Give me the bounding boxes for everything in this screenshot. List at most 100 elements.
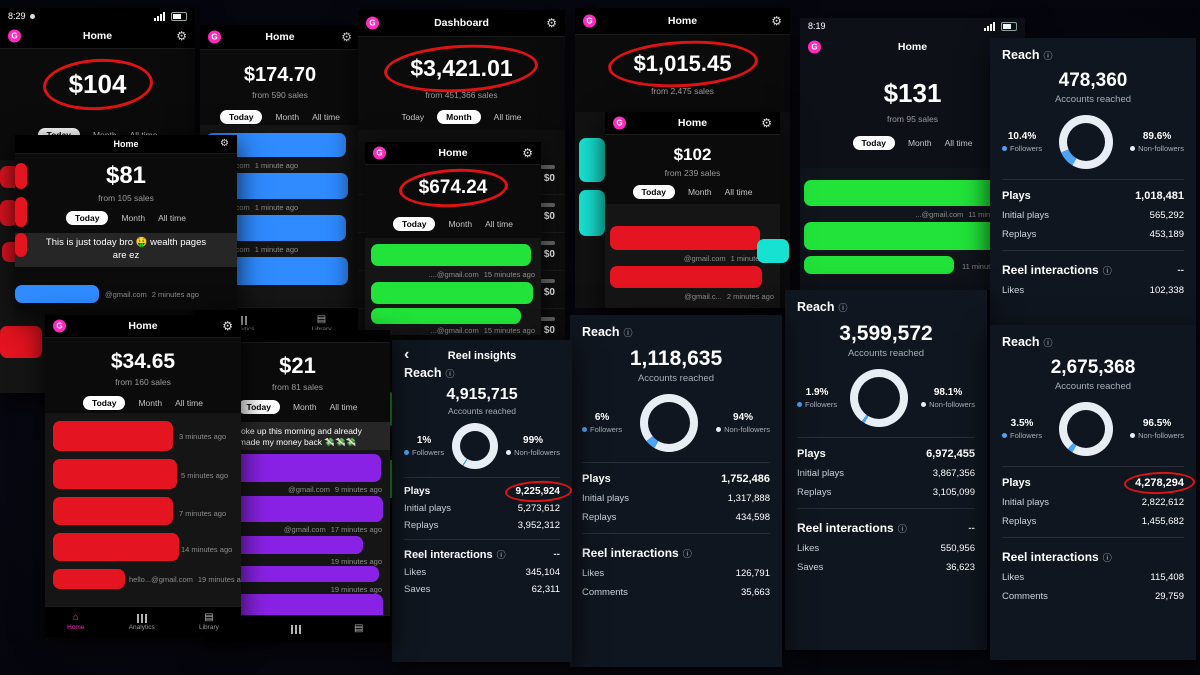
back-arrow-icon[interactable]: ‹ [404,346,410,363]
revenue-amount: $34.65 [110,350,176,373]
tab-today[interactable]: Today [220,110,263,124]
stat-row: Initial plays 5,273,612 [404,503,560,514]
gumroad-logo-icon: G [366,16,379,30]
gumroad-logo-icon: G [8,29,21,43]
redacted-sale [53,459,177,489]
redacted-product-name [529,279,555,283]
info-icon[interactable]: ⓘ [445,368,455,379]
sales-count: from 451,366 sales [425,90,498,100]
stat-row: Replays 453,189 [1002,229,1184,240]
tab-month[interactable]: Month [907,138,932,148]
reach-section-title: Reach ⓘ [404,366,455,380]
info-icon[interactable]: ⓘ [838,302,848,313]
tab-alltime[interactable]: All time [312,112,340,122]
settings-gear-icon[interactable]: ⚙ [341,30,352,44]
tab-month[interactable]: Month [121,213,146,223]
nav-home[interactable]: ⌂ Home [67,612,85,632]
settings-gear-icon[interactable]: ⚙ [546,16,557,30]
info-icon[interactable]: ⓘ [1102,265,1112,276]
nav-library[interactable]: ▤Library [312,315,332,334]
settings-gear-icon[interactable]: ⚙ [222,319,233,333]
sales-feed: ....@gmail.com 15 minutes ago ...@gmail.c… [365,238,541,335]
settings-gear-icon[interactable]: ⚙ [176,29,187,43]
status-bar: 8:29 [0,8,195,24]
sale-time: 7 minutes ago [179,509,227,518]
nav-library[interactable]: ▤Library [198,612,219,632]
sale-meta: ....@gmail.com 15 minutes ago [428,270,535,279]
divider [404,477,560,478]
app-header: G Home ⚙ [365,142,541,165]
signal-icon [154,11,165,21]
time-filter-tabs: Today Month All time [15,211,237,225]
app-header: G Home ⚙ [575,8,790,35]
non-followers-dot-icon [716,427,722,432]
settings-gear-icon[interactable]: ⚙ [761,116,772,130]
tab-month[interactable]: Month [138,398,163,408]
tab-today[interactable]: Today [66,211,109,225]
tab-alltime[interactable]: All time [485,219,513,229]
redacted-sale [213,496,383,522]
sales-feed: @gmail.com 1 minute ago @gmail.c... 2 minu… [605,204,780,308]
app-header [205,330,390,343]
settings-gear-icon[interactable]: ⚙ [522,146,533,160]
settings-gear-icon[interactable]: ⚙ [220,138,229,149]
tab-alltime[interactable]: All time [175,398,203,408]
tab-today[interactable]: Today [632,185,675,199]
accounts-reached-value: 3,599,572 [839,322,933,345]
analytics-icon [236,315,247,325]
tab-month[interactable]: Month [437,110,481,124]
non-followers-dot-icon [506,450,512,455]
tab-month[interactable]: Month [292,402,317,412]
info-icon[interactable]: ⓘ [623,327,633,338]
info-icon[interactable]: ⓘ [1102,552,1112,563]
redacted-sale [15,197,27,227]
stat-row: Likes 126,791 [582,568,770,579]
followers-dot-icon [582,427,587,432]
info-icon[interactable]: ⓘ [897,523,907,534]
tab-month[interactable]: Month [687,187,712,197]
tab-month[interactable]: Month [448,219,473,229]
info-icon[interactable]: ⓘ [496,550,506,560]
sale-time: 14 minutes ago [181,545,233,554]
stat-row: Saves 36,623 [797,562,975,573]
tab-alltime[interactable]: All time [724,187,753,197]
reach-donut-chart [640,394,699,452]
nav-analytics[interactable] [290,624,301,634]
home-icon: ⌂ [72,612,79,623]
tab-today[interactable]: Today [83,396,126,410]
tab-alltime[interactable]: All time [158,213,186,223]
info-icon[interactable]: ⓘ [1043,50,1053,61]
redacted-sale [15,163,27,189]
gumroad-logo-icon: G [583,14,596,28]
tab-alltime[interactable]: All time [944,138,973,148]
non-followers-pct: 94% [733,412,754,423]
stat-row: Plays 1,018,481 [1002,190,1184,202]
info-icon[interactable]: ⓘ [682,548,692,559]
revenue-amount: $104 [0,56,195,113]
tab-today[interactable]: Today [401,112,425,122]
tab-today[interactable]: Today [393,217,436,231]
tab-alltime[interactable]: All time [329,402,358,412]
redacted-sale [53,569,125,589]
tab-alltime[interactable]: All time [493,112,522,122]
nav-library[interactable]: ▤ [354,624,363,634]
redacted-sale [371,244,531,266]
page-title: Home [667,15,698,27]
status-time: 8:19 [808,21,826,31]
reel-insights-header: ‹ Reel insights [404,346,517,363]
settings-gear-icon[interactable]: ⚙ [771,14,782,28]
nav-analytics[interactable]: Analytics [129,613,155,631]
non-followers-pct: 96.5% [1142,418,1172,429]
reach-section-title: Reach ⓘ [1002,48,1053,62]
battery-icon [1001,21,1017,31]
tab-today[interactable]: Today [237,400,280,414]
redacted-sale [804,222,1020,250]
nav-analytics[interactable]: Analytics [229,315,255,333]
info-icon[interactable]: ⓘ [1043,337,1053,348]
accounts-reached-label: Accounts reached [1054,381,1132,392]
followers-donut-row: 10.4% Followers 89.6% Non-followers [1002,115,1184,169]
tab-today[interactable]: Today [852,136,895,150]
tab-month[interactable]: Month [275,112,300,122]
